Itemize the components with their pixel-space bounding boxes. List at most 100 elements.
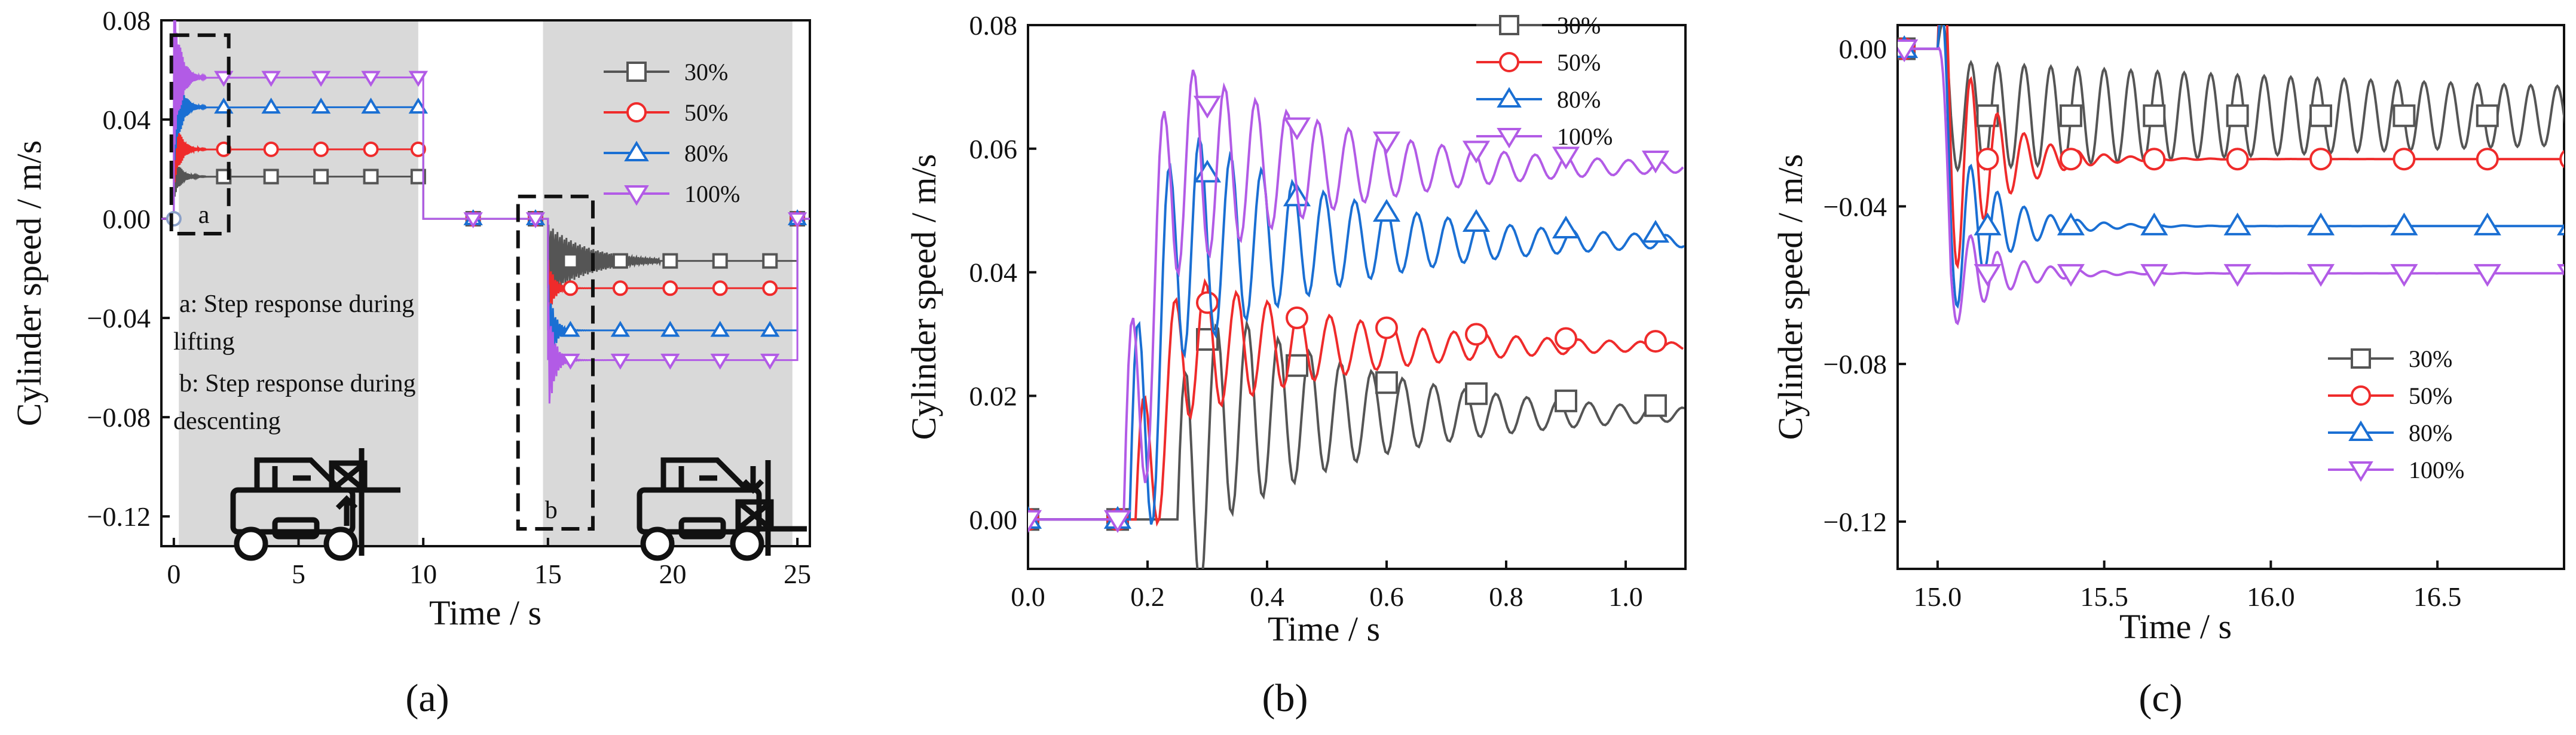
series-line — [1898, 25, 2564, 270]
series-marker — [561, 320, 580, 337]
series-marker — [710, 320, 730, 337]
x-tick-label: 0.0 — [1011, 581, 1045, 612]
x-axis-label: Time / s — [429, 593, 541, 632]
series-marker — [1465, 323, 1488, 346]
dashed-box-b — [516, 194, 595, 531]
legend-label: 100% — [684, 180, 740, 207]
series-marker — [562, 280, 579, 296]
legend-label: 80% — [2409, 419, 2452, 446]
series-marker — [1555, 327, 1577, 350]
series-marker — [1974, 264, 2002, 287]
series-marker — [2557, 264, 2564, 276]
legend-label: 50% — [1557, 49, 1601, 76]
x-tick-label: 0.8 — [1489, 581, 1523, 612]
legend-label: 50% — [684, 99, 728, 126]
axes-box — [1896, 24, 2565, 570]
series-marker — [1555, 389, 1577, 412]
y-tick-label: 0.08 — [969, 10, 1018, 41]
plot-area — [1898, 25, 2564, 326]
annotation-b-line1: b: Step response during — [179, 370, 415, 397]
series-marker — [313, 169, 329, 185]
legend-label: 80% — [1557, 86, 1601, 113]
series-marker — [2226, 148, 2249, 171]
dashed-boxes: ab — [169, 33, 595, 531]
series-marker — [712, 253, 728, 269]
series-marker — [2306, 212, 2335, 235]
series-marker — [626, 102, 647, 122]
x-axis-label: Time / s — [2119, 607, 2232, 646]
x-tick-label: 15 — [534, 559, 562, 589]
forklift-descend-icon — [637, 457, 807, 561]
series-marker — [2223, 264, 2251, 287]
series-marker — [662, 253, 678, 269]
series-marker — [2348, 420, 2373, 441]
x-tick-label: 0.2 — [1130, 581, 1165, 612]
series-marker — [1103, 510, 1132, 533]
forklift-lift-icon — [230, 448, 400, 561]
legend: 30% 50% 80% 100% — [604, 59, 740, 207]
x-tick-label: 0 — [167, 559, 180, 589]
y-axis-label: Cylinder speed / m/s — [10, 140, 48, 426]
dashed-box-label: a — [198, 201, 210, 229]
tick-labels: 0.0 0.2 0.4 0.6 0.8 1.0 0.00 0.02 0.04 0.06 0.08 — [969, 10, 1643, 612]
legend-label: 30% — [2409, 345, 2452, 372]
series-marker — [2057, 212, 2085, 235]
y-tick-label: 0.02 — [969, 381, 1018, 411]
series-marker — [2226, 104, 2249, 127]
x-axis-label: Time / s — [1268, 610, 1380, 648]
series-marker — [1372, 198, 1401, 222]
series-marker — [1193, 96, 1222, 119]
series-line — [1898, 25, 2564, 309]
series-marker — [361, 71, 381, 87]
series-marker — [624, 140, 649, 161]
series-line — [161, 154, 810, 295]
series-line — [1028, 137, 1685, 525]
panel-label-c: (c) — [2138, 676, 2182, 720]
series-marker — [2476, 104, 2499, 127]
panel-b: 0.0 0.2 0.4 0.6 0.8 1.0 0.00 0.02 0.04 0.06 0.08 3… — [904, 10, 1687, 720]
legend-label: 80% — [684, 140, 728, 167]
legend-label: 30% — [684, 59, 728, 85]
series-marker — [612, 253, 628, 269]
series-marker — [610, 320, 631, 337]
y-tick-label: −0.04 — [1824, 191, 1887, 222]
y-tick-label: 0.00 — [103, 204, 151, 234]
series-marker — [2223, 212, 2251, 235]
x-tick-label: 15.5 — [2080, 581, 2128, 612]
tick-labels: 15.0 15.5 16.0 16.5 −0.12 −0.08 −0.04 0.00 — [1824, 34, 2462, 612]
x-tick-label: 10 — [409, 559, 437, 589]
series-marker — [2351, 348, 2371, 369]
series-marker — [311, 71, 331, 87]
series-marker — [1499, 15, 1519, 35]
series-marker — [660, 353, 680, 370]
series-marker — [1028, 510, 1042, 533]
series-marker — [2143, 148, 2166, 171]
series-marker — [2557, 223, 2564, 235]
series-marker — [561, 353, 580, 370]
plot-area — [1028, 69, 1685, 569]
series-marker — [463, 212, 483, 229]
series-marker — [1898, 39, 1919, 63]
shaded-region — [179, 20, 418, 546]
series-marker — [624, 185, 649, 206]
series-marker — [363, 141, 379, 157]
series-marker — [662, 280, 678, 296]
series-marker — [263, 169, 279, 185]
series-marker — [1462, 140, 1491, 164]
series-line — [1898, 25, 2564, 173]
series-marker — [1644, 330, 1667, 353]
series-marker — [2351, 385, 2371, 406]
series-marker — [2393, 148, 2416, 171]
series-line — [1028, 69, 1684, 521]
legend-label: 100% — [1557, 123, 1613, 150]
series-marker — [762, 280, 778, 296]
series-marker — [2143, 104, 2166, 127]
series-marker — [1641, 219, 1670, 243]
series-marker — [762, 253, 778, 269]
series-marker — [2390, 264, 2418, 287]
series-marker — [1552, 215, 1580, 238]
x-tick-label: 20 — [659, 559, 686, 589]
dashed-box-label: b — [545, 497, 558, 524]
axes-frame — [160, 19, 811, 547]
